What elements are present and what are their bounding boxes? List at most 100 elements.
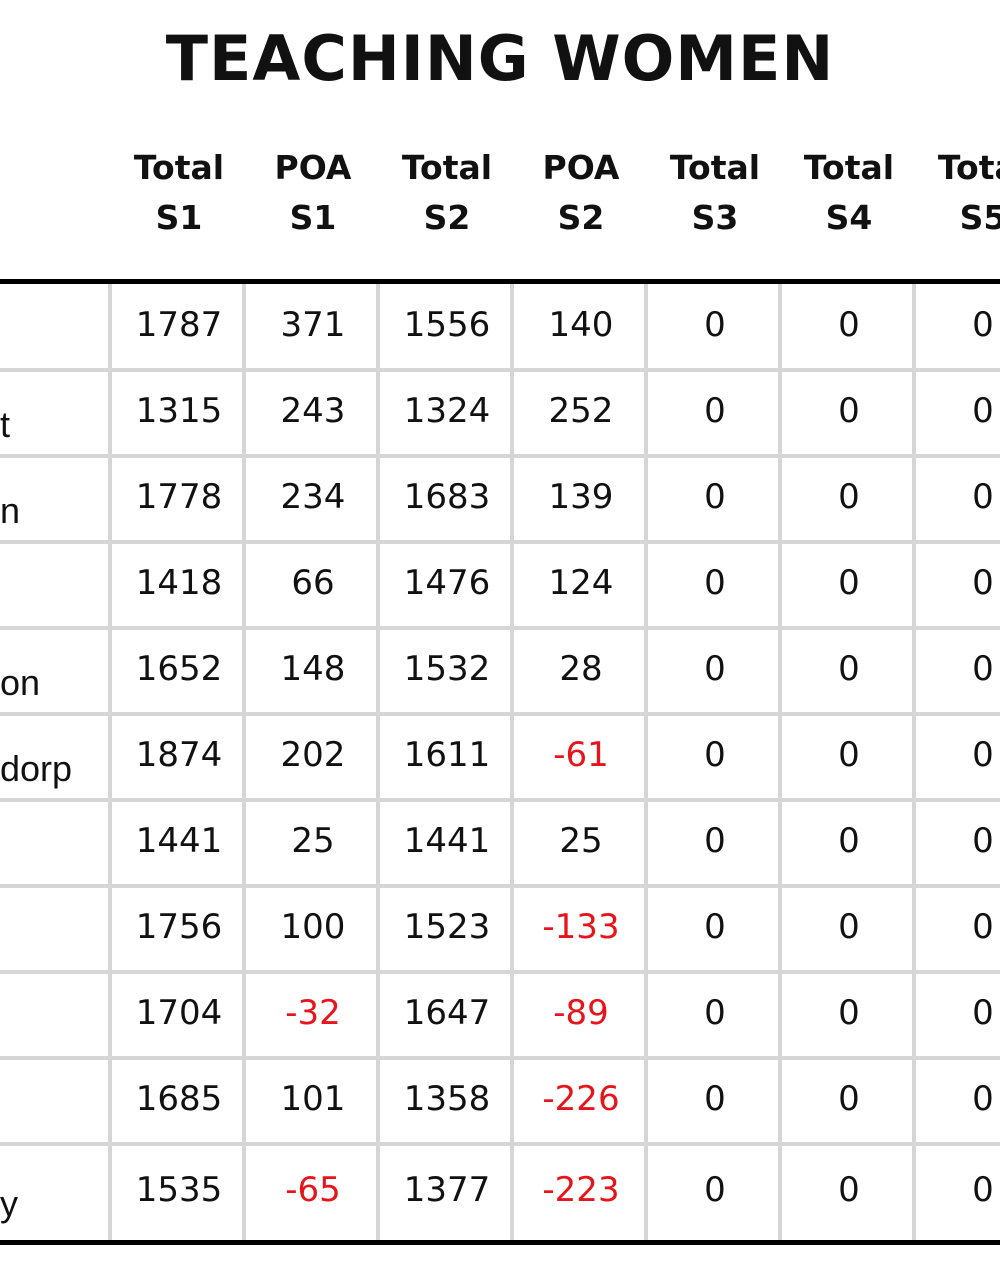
row-divider bbox=[0, 1142, 1000, 1146]
column-header: POA bbox=[274, 148, 352, 187]
table-cell: 0 bbox=[972, 1079, 994, 1119]
row-divider bbox=[0, 540, 1000, 544]
column-divider bbox=[912, 284, 916, 1240]
table-cell: -223 bbox=[542, 1170, 620, 1210]
table-cell: 0 bbox=[838, 735, 860, 775]
table-cell: 0 bbox=[838, 907, 860, 947]
row-name: dorp bbox=[0, 748, 73, 789]
table-cell: 0 bbox=[704, 391, 726, 431]
table-cell: 1611 bbox=[403, 735, 491, 775]
table-cell: 100 bbox=[280, 907, 346, 947]
table-cell: 1874 bbox=[135, 735, 223, 775]
column-divider bbox=[778, 284, 782, 1240]
table-cell: 0 bbox=[704, 477, 726, 517]
table-cell: 124 bbox=[548, 563, 614, 603]
table-cell: 101 bbox=[280, 1079, 346, 1119]
table-cell: 1787 bbox=[135, 305, 223, 345]
table-cell: 1441 bbox=[135, 821, 223, 861]
table-cell: 0 bbox=[838, 821, 860, 861]
table-cell: 202 bbox=[280, 735, 346, 775]
column-header: S4 bbox=[825, 198, 873, 237]
table-cell: 0 bbox=[972, 649, 994, 689]
table-cell: 1315 bbox=[135, 391, 223, 431]
table-cell: 0 bbox=[704, 821, 726, 861]
table-cell: 28 bbox=[559, 649, 603, 689]
table-cell: 0 bbox=[972, 907, 994, 947]
column-divider bbox=[510, 284, 514, 1240]
table-cell: 1324 bbox=[403, 391, 491, 431]
table-cell: 0 bbox=[972, 1170, 994, 1210]
row-divider bbox=[0, 712, 1000, 716]
table-cell: 1778 bbox=[135, 477, 223, 517]
table-title: TEACHING WOMEN bbox=[165, 22, 835, 95]
table-cell: -61 bbox=[553, 735, 609, 775]
row-divider bbox=[0, 1056, 1000, 1060]
table-cell: 139 bbox=[548, 477, 614, 517]
table-cell: 1476 bbox=[403, 563, 491, 603]
table-cell: 0 bbox=[704, 649, 726, 689]
table-cell: 0 bbox=[972, 477, 994, 517]
table-cell: 0 bbox=[838, 391, 860, 431]
table-cell: 1704 bbox=[135, 993, 223, 1033]
table-cell: 252 bbox=[548, 391, 614, 431]
table-cell: -89 bbox=[553, 993, 609, 1033]
table-cell: 371 bbox=[280, 305, 346, 345]
row-divider bbox=[0, 970, 1000, 974]
row-name: on bbox=[0, 662, 41, 703]
table-cell: 234 bbox=[280, 477, 346, 517]
table-cell: 0 bbox=[704, 563, 726, 603]
column-header: Total bbox=[803, 148, 895, 187]
column-header: S2 bbox=[423, 198, 471, 237]
table-cell: 66 bbox=[291, 563, 335, 603]
table-cell: 0 bbox=[972, 821, 994, 861]
column-divider bbox=[376, 284, 380, 1240]
row-divider bbox=[0, 798, 1000, 802]
table-cell: 1556 bbox=[403, 305, 491, 345]
table-cell: 0 bbox=[704, 1170, 726, 1210]
table-cell: 1535 bbox=[135, 1170, 223, 1210]
row-name: t bbox=[0, 404, 11, 445]
table-cell: 1441 bbox=[403, 821, 491, 861]
table-cell: 1377 bbox=[403, 1170, 491, 1210]
table-cell: -133 bbox=[542, 907, 620, 947]
column-header: POA bbox=[542, 148, 620, 187]
table-cell: 148 bbox=[280, 649, 346, 689]
row-divider bbox=[0, 626, 1000, 630]
table-cell: 0 bbox=[704, 993, 726, 1033]
row-divider bbox=[0, 884, 1000, 888]
table-cell: 0 bbox=[972, 735, 994, 775]
column-header: S3 bbox=[691, 198, 739, 237]
column-header: Total bbox=[669, 148, 761, 187]
table-cell: 0 bbox=[838, 649, 860, 689]
table-cell: 0 bbox=[972, 391, 994, 431]
table-cell: 1358 bbox=[403, 1079, 491, 1119]
table-cell: 0 bbox=[838, 1170, 860, 1210]
column-header: S1 bbox=[289, 198, 337, 237]
column-divider bbox=[242, 284, 246, 1240]
table-cell: 1523 bbox=[403, 907, 491, 947]
table-cell: 1756 bbox=[135, 907, 223, 947]
column-header: Total bbox=[401, 148, 493, 187]
table-cell: 0 bbox=[838, 563, 860, 603]
table-cell: 0 bbox=[838, 477, 860, 517]
table-cell: -65 bbox=[285, 1170, 341, 1210]
column-header: Total bbox=[937, 148, 1000, 187]
row-divider bbox=[0, 368, 1000, 372]
table-cell: 0 bbox=[972, 305, 994, 345]
column-divider bbox=[108, 284, 112, 1240]
table-cell: 0 bbox=[704, 907, 726, 947]
column-header: Total bbox=[133, 148, 225, 187]
table-cell: 0 bbox=[704, 305, 726, 345]
table-cell: 1652 bbox=[135, 649, 223, 689]
table-cell: 25 bbox=[559, 821, 603, 861]
table-cell: 1418 bbox=[135, 563, 223, 603]
table-cell: 140 bbox=[548, 305, 614, 345]
column-header: S1 bbox=[155, 198, 203, 237]
table-cell: 0 bbox=[972, 563, 994, 603]
column-divider bbox=[644, 284, 648, 1240]
table-cell: 0 bbox=[704, 1079, 726, 1119]
table-cell: 1683 bbox=[403, 477, 491, 517]
bottom-rule bbox=[0, 1240, 1000, 1245]
row-name: n bbox=[0, 490, 21, 531]
